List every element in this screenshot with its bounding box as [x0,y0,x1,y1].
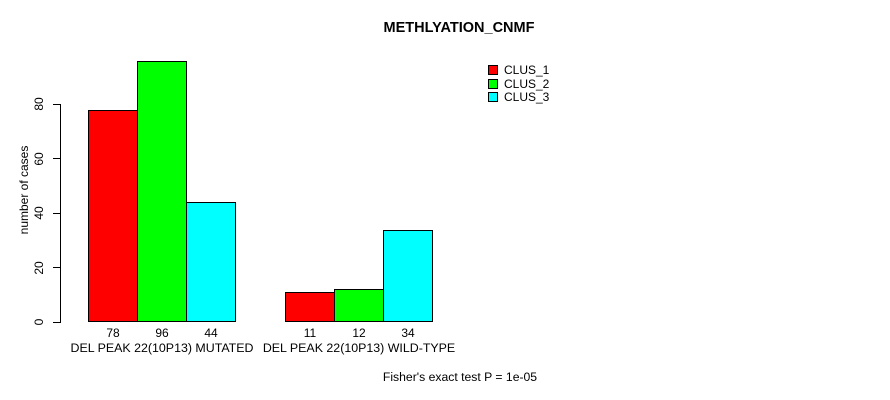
bar-value-label: 11 [303,326,317,340]
legend-row: CLUS_3 [488,90,549,104]
bar-clus_2-group2 [334,289,384,322]
bar-clus_1-group1 [88,109,138,322]
y-tick-mark [53,321,61,323]
y-tick-label: 80 [32,97,46,112]
y-tick-mark [53,267,61,269]
bar-value-label: 96 [155,326,169,340]
category-label: DEL PEAK 22(10P13) MUTATED [70,341,254,355]
y-tick-label: 60 [32,152,46,166]
bar-clus_3-group1 [186,202,236,322]
legend: CLUS_1 CLUS_2 CLUS_3 [488,63,549,104]
bar-clus_2-group1 [137,60,187,322]
bar-value-label: 44 [204,326,218,340]
legend-swatch-clus_3 [488,92,498,103]
y-tick-mark [53,212,61,214]
legend-label: CLUS_2 [504,76,550,91]
y-tick-label: 40 [32,206,46,220]
bar-value-label: 12 [352,326,366,340]
legend-label: CLUS_3 [504,90,550,105]
category-label: DEL PEAK 22(10P13) WILD-TYPE [262,341,456,355]
annotation-text: Fisher's exact test P = 1e-05 [382,370,538,384]
y-tick-mark [53,103,61,106]
y-tick-mark [53,158,61,160]
legend-row: CLUS_1 [488,63,549,77]
bar-value-label: 78 [106,326,120,340]
legend-swatch-clus_2 [488,78,498,89]
bar-value-label: 34 [401,326,415,340]
y-axis-label: number of cases [17,145,31,235]
y-tick-label: 0 [32,318,46,326]
chart-title: METHLYATION_CNMF [383,20,535,36]
bar-clus_1-group2 [285,292,335,322]
legend-swatch-clus_1 [488,64,498,75]
legend-label: CLUS_1 [504,62,550,77]
y-tick-label: 20 [32,260,46,275]
legend-row: CLUS_2 [488,77,549,91]
bar-clus_3-group2 [383,229,433,322]
